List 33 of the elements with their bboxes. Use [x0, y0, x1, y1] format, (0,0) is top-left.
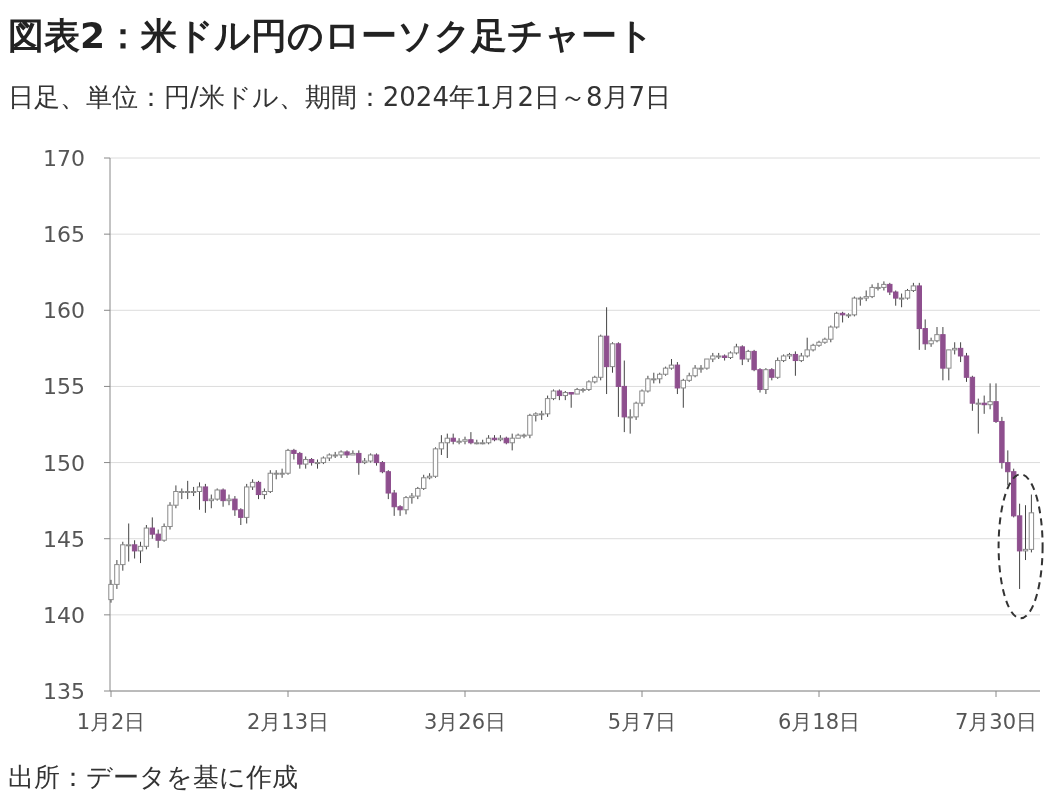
candlestick: [226, 494, 232, 506]
x-tick-label: 2月13日: [246, 710, 330, 734]
candlestick: [792, 350, 799, 377]
x-tick-label: 6月18日: [777, 710, 861, 734]
candlestick: [674, 361, 681, 395]
x-tick-label: 5月7日: [607, 710, 677, 734]
y-tick-label: 155: [43, 374, 85, 400]
candlestick: [202, 483, 209, 514]
candlestick: [975, 398, 981, 435]
text: 出所：データを基に作成: [8, 762, 298, 792]
y-tick-label: 165: [43, 222, 85, 248]
y-tick-label: 135: [43, 679, 85, 704]
candlestick: [356, 449, 362, 476]
candlestick: [255, 480, 262, 500]
candlestick: [981, 395, 987, 415]
y-tick-label: 150: [43, 450, 85, 476]
candlestick: [739, 344, 745, 366]
candlestick: [350, 449, 356, 456]
candlestick: [609, 341, 616, 374]
candlestick: [763, 367, 769, 395]
y-tick-label: 160: [43, 298, 85, 324]
candlestick: [987, 382, 993, 410]
chart-title: 図表2：米ドル円のローソク足チャート: [8, 15, 655, 56]
chart-subtitle: 日足、単位：円/米ドル、期間：2024年1月2日～8月7日: [8, 82, 672, 112]
x-tick-label: 7月30日: [954, 710, 1038, 734]
x-tick-label: 3月26日: [423, 710, 507, 734]
candlestick: [220, 487, 226, 508]
y-tick-label: 140: [43, 602, 85, 628]
candlestick: [131, 539, 138, 560]
x-tick-label: 1月2日: [76, 710, 146, 734]
candlestick: [468, 431, 474, 445]
y-tick-label: 145: [43, 526, 85, 552]
y-tick-label: 170: [43, 146, 85, 171]
